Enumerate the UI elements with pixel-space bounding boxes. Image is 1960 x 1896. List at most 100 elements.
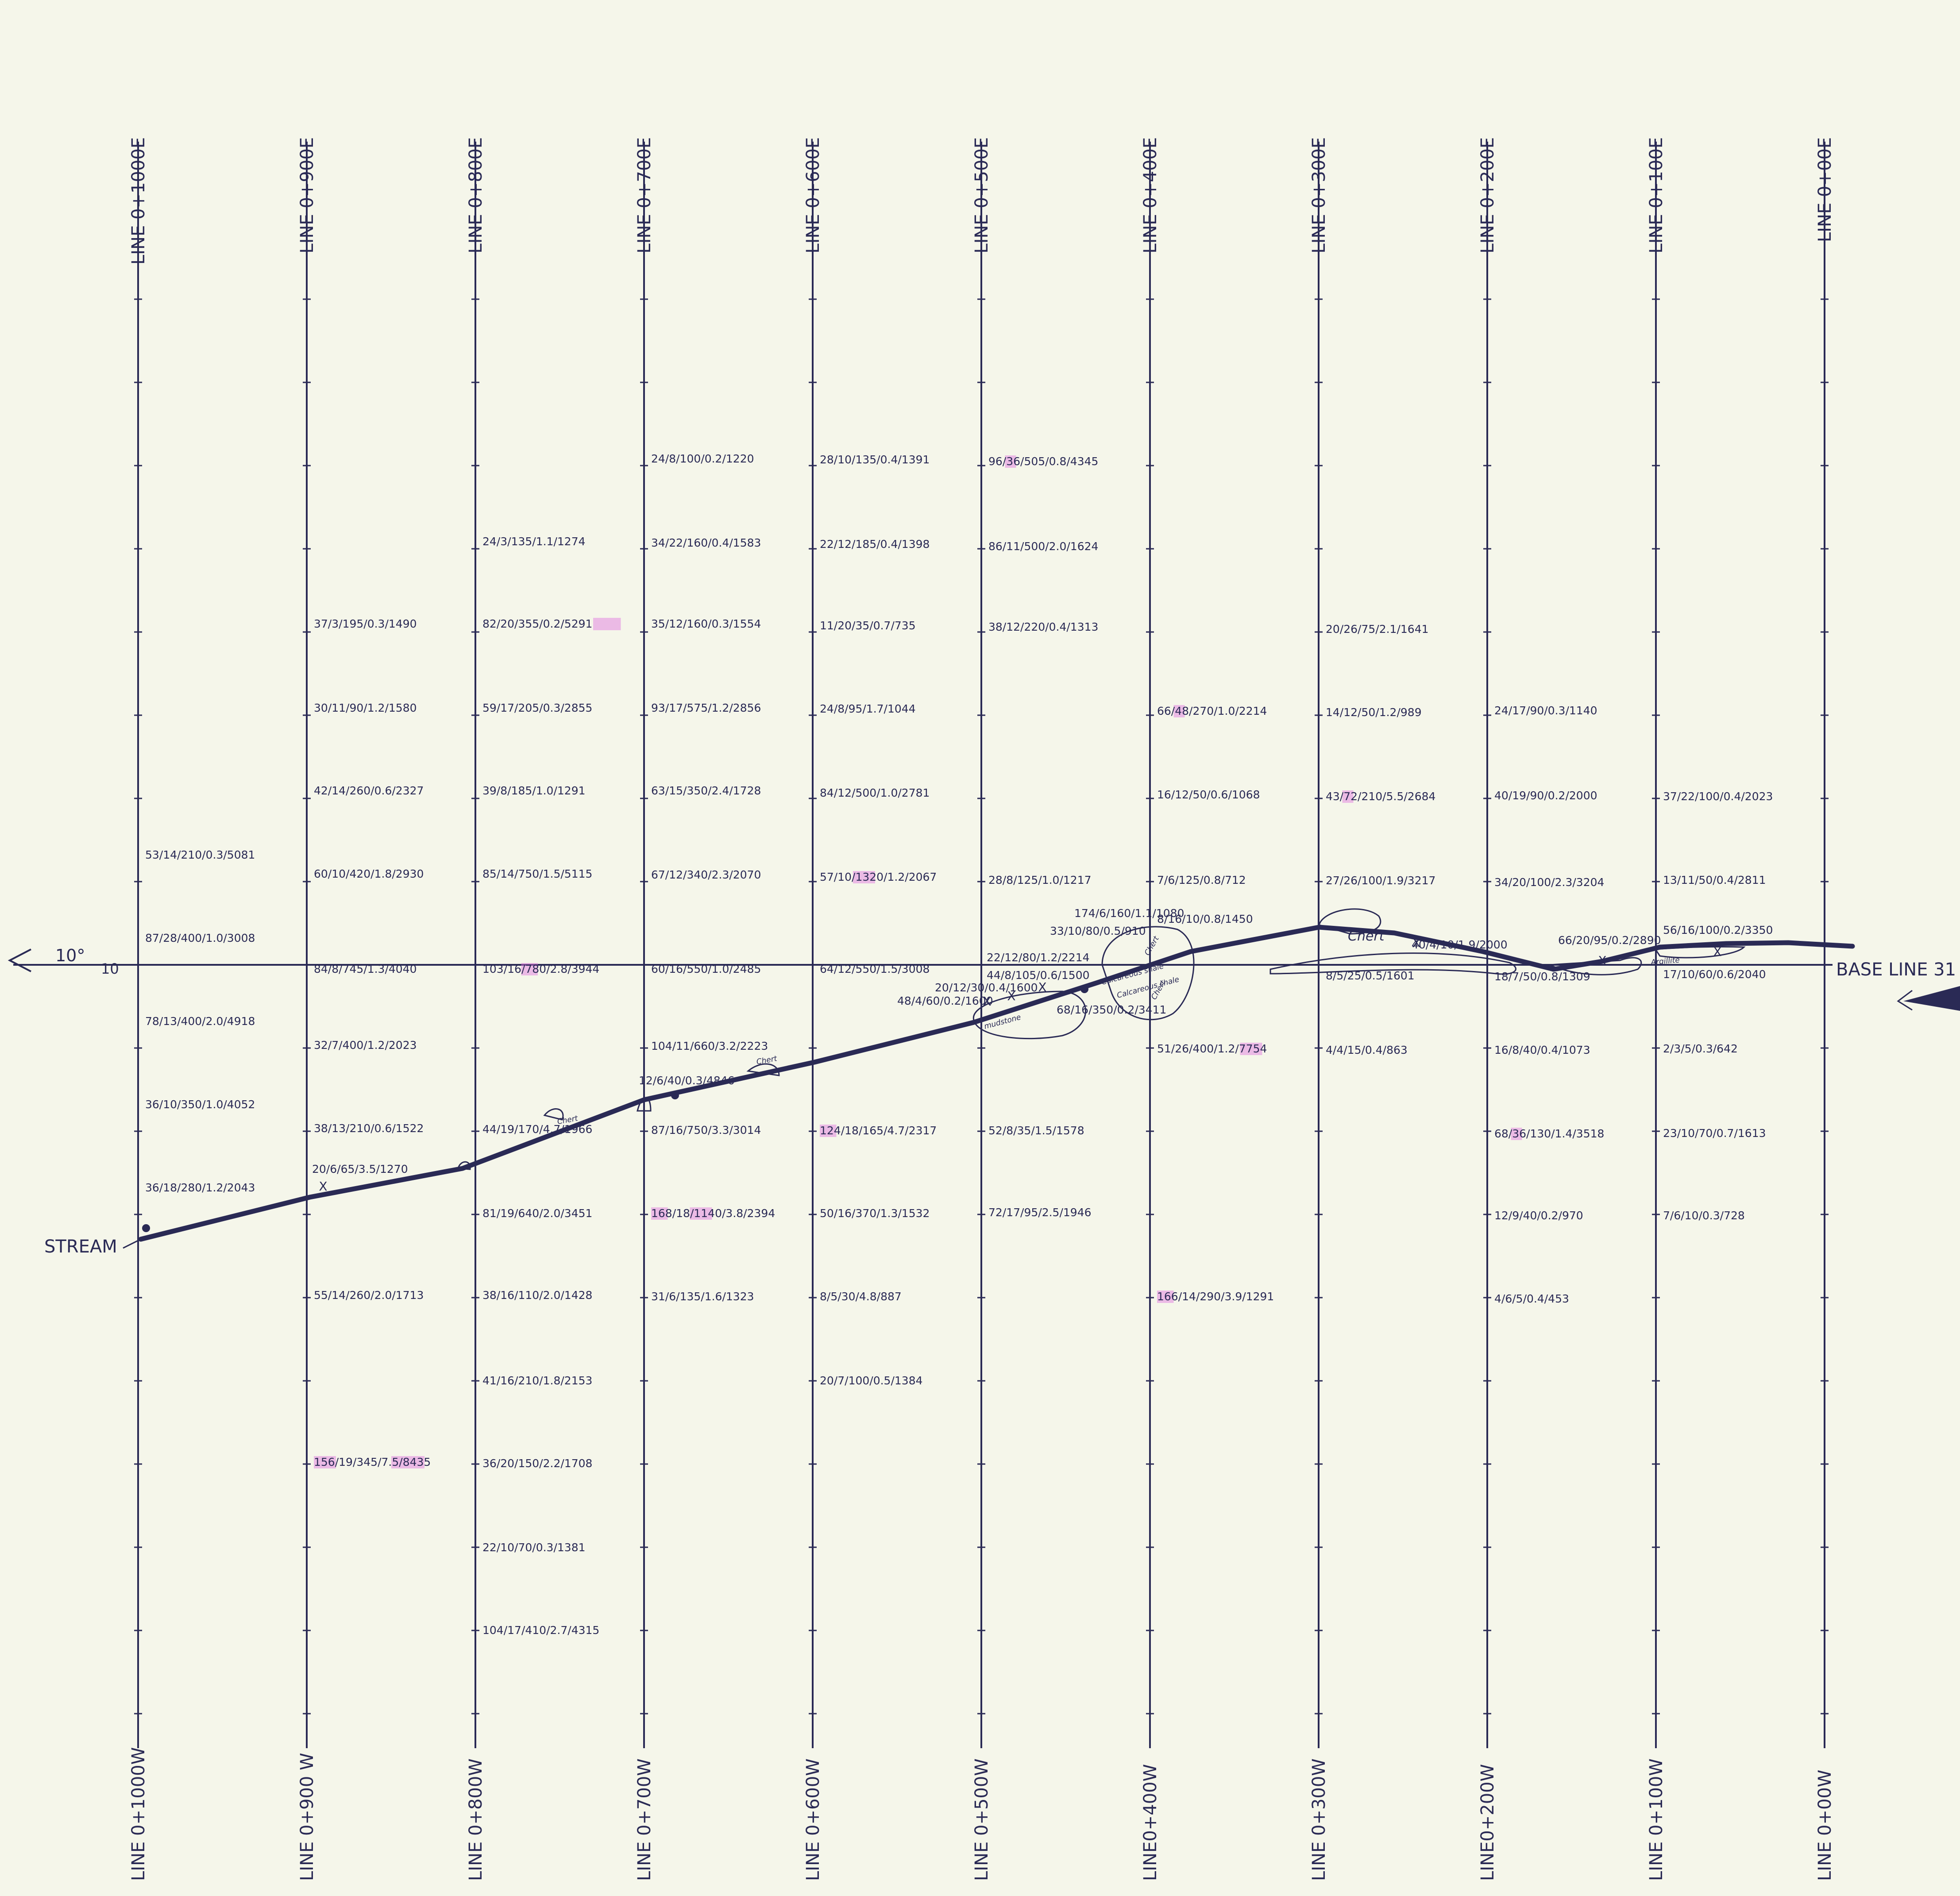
geology-label: Chert [1348,929,1385,944]
sample-label: 36/20/150/2.2/1708 [482,1457,592,1470]
line-label-bottom: LINE 0+300W [1309,1758,1329,1881]
sample-label: 34/20/100/2.3/3204 [1494,876,1604,889]
sample-label: 17/10/60/0.6/2040 [1663,968,1766,981]
sample-label: 82/20/355/0.2/5291 [482,617,592,630]
line-label-bottom: LINE 0+100W [1646,1758,1667,1881]
sample-label: 34/22/160/0.4/1583 [651,536,761,549]
highlight-mark [391,1456,424,1468]
sample-label: 78/13/400/2.0/4918 [145,1015,255,1028]
sample-label: 40/4/10/1.9/2000 [1412,938,1508,951]
sample-label: 85/14/750/1.5/5115 [482,867,592,880]
sample-label: 96/36/505/0.8/4345 [988,455,1098,468]
sample-label: 37/22/100/0.4/2023 [1663,790,1773,803]
sample-label: 44/8/105/0.6/1500 [987,969,1090,982]
sample-label: 38/12/220/0.4/1313 [988,620,1098,633]
sample-label: 23/10/70/0.7/1613 [1663,1127,1766,1140]
highlight-mark [1157,1291,1174,1303]
sample-label: 53/14/210/0.3/5081 [145,848,255,861]
line-label-top: LINE 0+300E [1309,137,1329,254]
outcrop-outline [457,1161,471,1170]
sample-label: 31/6/135/1.6/1323 [651,1290,754,1303]
sample-label: 84/12/500/1.0/2781 [820,786,930,799]
sample-label: 55/14/260/2.0/1713 [314,1289,424,1302]
line-label-bottom: LINE 0+900 W [297,1753,317,1881]
sample-label: 51/26/400/1.2/7754 [1157,1042,1267,1055]
highlight-mark [820,1125,837,1137]
line-label-bottom: LINE 0+600W [803,1758,823,1881]
outcrop-outline [746,1063,780,1076]
sample-label: 4/4/15/0.4/863 [1326,1044,1408,1056]
sample-label: 8/5/25/0.5/1601 [1326,969,1415,982]
arrow-tip-icon [1897,990,1913,1011]
sample-label: 59/17/205/0.3/2855 [482,701,592,714]
sample-label: 4/6/5/0.4/453 [1494,1292,1569,1305]
angle-label: 10° [55,946,85,965]
sample-label: 14/12/50/1.2/989 [1326,706,1422,719]
highlight-mark [1173,705,1185,717]
stream-label: STREAM [44,1237,117,1257]
sample-label: 8/5/30/4.8/887 [820,1290,902,1303]
sample-label: 24/8/95/1.7/1044 [820,702,916,715]
sample-label: 67/12/340/2.3/2070 [651,868,761,881]
highlight-mark [1240,1043,1262,1055]
sample-label: 16/12/50/0.6/1068 [1157,788,1260,801]
sample-label: 104/17/410/2.7/4315 [482,1624,599,1637]
outcrop-outline [1101,926,1195,1021]
highlight-mark [521,963,538,975]
line-label-top: LINE 0+700E [634,137,655,254]
sample-label: 20/12/30/0.4/1600 [935,981,1038,994]
sample-label: 81/19/640/2.0/3451 [482,1207,592,1220]
sample-label: 68/16/350/0.2/3411 [1057,1003,1166,1016]
sample-label: 28/8/125/1.0/1217 [988,874,1092,886]
sample-label: 66/20/95/0.2/2890 [1558,934,1661,947]
sample-label: 22/10/70/0.3/1381 [482,1541,586,1554]
x-marker: X [319,1179,327,1194]
sample-point [1080,985,1088,993]
x-marker: X [1007,989,1015,1003]
sample-point [671,1091,679,1099]
sample-label: 42/14/260/0.6/2327 [314,784,424,797]
stream-leader [123,1238,141,1249]
sample-label: 7/6/125/0.8/712 [1157,874,1246,886]
sample-label: 66/48/270/1.0/2214 [1157,705,1267,717]
sample-label: 124/18/165/4.7/2317 [820,1124,937,1137]
sample-label: 12/9/40/0.2/970 [1494,1209,1583,1222]
sample-label: 68/36/130/1.4/3518 [1494,1127,1604,1140]
north-arrow-icon [1903,986,1960,1011]
sample-label: 44/19/170/4.7/1966 [482,1123,592,1136]
line-label-top: LINE 0+500E [972,137,992,254]
highlight-mark [314,1456,336,1468]
sample-label: 50/16/370/1.3/1532 [820,1207,930,1220]
sample-label: 30/11/90/1.2/1580 [314,701,417,714]
line-label-bottom: LINE 0+700W [634,1758,655,1881]
sample-label: 24/17/90/0.3/1140 [1494,704,1597,717]
sample-label: 11/20/35/0.7/735 [820,619,916,632]
sample-label: 20/7/100/0.5/1384 [820,1374,923,1387]
sample-label: 40/19/90/0.2/2000 [1494,789,1597,802]
sample-label: 7/6/10/0.3/728 [1663,1209,1745,1222]
sample-label: 86/11/500/2.0/1624 [988,540,1098,553]
line-label-bottom: LINE0+200W [1478,1764,1498,1881]
stream-channel [138,925,1855,1242]
base-line-label: BASE LINE 31 [1836,960,1956,980]
sample-label: 174/6/160/1.1/1080 [1074,907,1184,920]
sample-label: 36/10/350/1.0/4052 [145,1098,255,1111]
sample-label: 60/16/550/1.0/2485 [651,963,761,975]
line-label-top: LINE 0+400E [1140,137,1161,254]
highlight-mark [1511,1128,1522,1140]
sample-label: 20/26/75/2.1/1641 [1326,623,1429,636]
outcrop-outline [637,1097,652,1112]
sample-label: 84/8/745/1.3/4040 [314,963,417,975]
sample-label: 166/14/290/3.9/1291 [1157,1290,1274,1303]
sample-label: 72/17/95/2.5/1946 [988,1206,1092,1219]
sample-label: 87/28/400/1.0/3008 [145,932,255,944]
x-marker: X [1713,944,1721,959]
x-marker: X [983,994,991,1009]
line-label-top: LINE 0+800E [466,137,486,254]
sample-label: 22/12/185/0.4/1398 [820,538,930,551]
angle-sublabel: 10 [101,960,119,977]
sample-label: 28/10/135/0.4/1391 [820,453,930,466]
sample-label: 87/16/750/3.3/3014 [651,1124,761,1137]
sample-label: 8/16/10/0.8/1450 [1157,913,1253,925]
